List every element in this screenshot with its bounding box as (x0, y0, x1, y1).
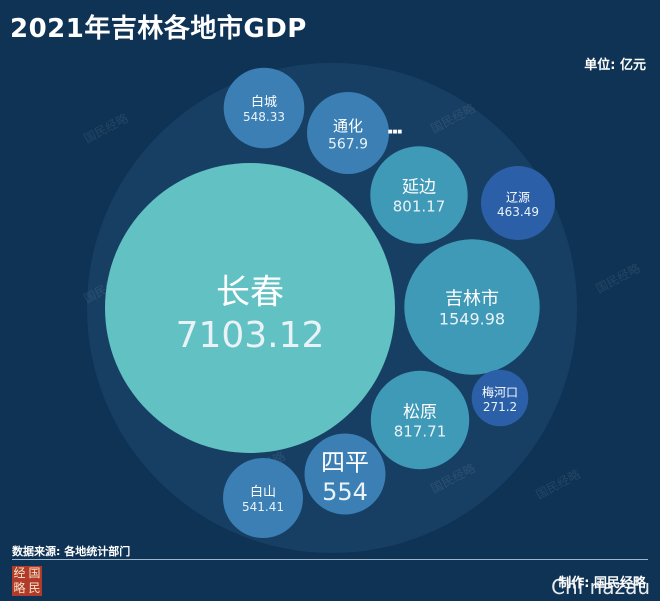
bubble-label: 长春 (216, 272, 284, 312)
bubble-value: 567.9 (328, 136, 368, 152)
bubble-value: 801.17 (393, 198, 446, 216)
bubbles-layer: 长春7103.12吉林市1549.98松原817.71延边801.17通化567… (105, 67, 555, 538)
watermark-text: 国民经略 (593, 260, 642, 296)
watermark-text: 国民经略 (81, 110, 130, 146)
bubble-value: 7103.12 (176, 315, 325, 356)
logo-char: 略 (13, 581, 26, 595)
bubble-circle (307, 92, 389, 174)
bubble-circle (370, 370, 470, 470)
brand-logo: 经 国 略 民 (12, 566, 42, 596)
corner-watermark: Chi nazau (551, 575, 650, 599)
bubble-label: 白山 (250, 484, 276, 500)
chart-title: 2021年吉林各地市GDP (10, 14, 307, 44)
bubble-circle (223, 458, 303, 538)
bubble-circle (223, 67, 305, 149)
bubble-value: 271.2 (483, 400, 517, 414)
bubble-value: 541.41 (242, 500, 284, 514)
data-source: 数据来源: 各地统计部门 (12, 545, 131, 558)
bubble-label: 梅河口 (482, 384, 518, 399)
footer-divider (12, 559, 648, 560)
unit-label: 单位: 亿元 (584, 58, 646, 73)
watermark-text: 国民经略 (533, 466, 582, 502)
bubble-circle (304, 433, 386, 515)
bubble-circle (105, 163, 395, 453)
bubble-circle (471, 369, 529, 427)
bubble-label: 四平 (321, 449, 369, 477)
bubble-value: 817.71 (394, 423, 447, 441)
bubble-circle (481, 166, 555, 240)
logo-char: 国 (28, 566, 41, 580)
bubble-label: 辽源 (506, 190, 530, 204)
bubble-label: 通化 (333, 117, 363, 135)
tiny-badge: ■■■ (388, 129, 402, 135)
bubble-value: 554 (322, 478, 368, 506)
bubble-value: 463.49 (497, 205, 539, 219)
logo-char: 民 (28, 581, 41, 595)
bubble-label: 白城 (251, 94, 277, 110)
bubble-value: 1549.98 (439, 310, 505, 329)
bubble-label: 吉林市 (445, 289, 499, 310)
bubble-value: 548.33 (243, 110, 285, 124)
bubble-label: 松原 (403, 403, 437, 423)
bubble-circle (404, 239, 540, 375)
logo-char: 经 (13, 566, 26, 580)
bubble-label: 延边 (402, 178, 436, 198)
bubble-circle (370, 146, 468, 244)
credit-text: 制作: 国民经略 (558, 576, 646, 591)
